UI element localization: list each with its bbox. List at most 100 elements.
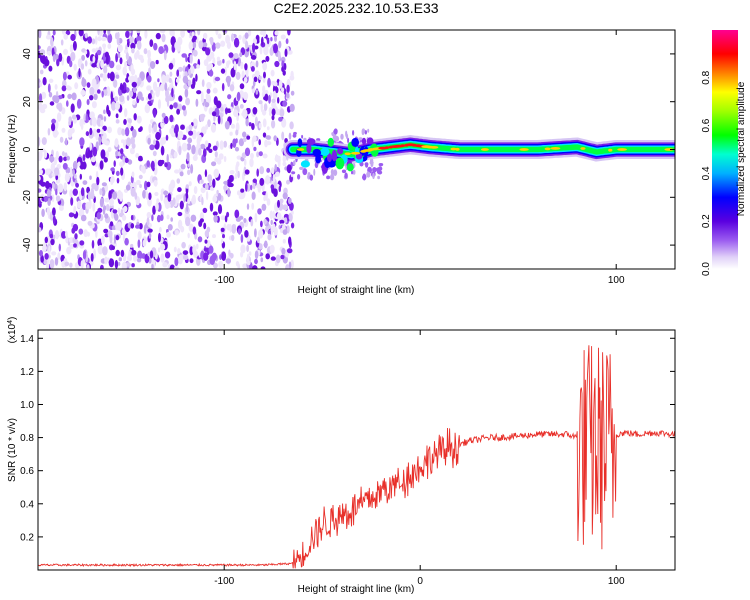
noise-speckle xyxy=(42,243,47,253)
noise-speckle xyxy=(103,109,106,115)
noise-speckle xyxy=(61,30,66,35)
noise-speckle xyxy=(87,68,92,75)
noise-speckle xyxy=(279,198,284,204)
noise-speckle xyxy=(160,122,165,129)
noise-speckle xyxy=(290,222,295,229)
noise-speckle xyxy=(277,199,280,208)
noise-speckle xyxy=(233,37,240,48)
noise-speckle xyxy=(62,162,68,170)
noise-speckle xyxy=(230,33,235,42)
noise-speckle xyxy=(139,126,143,132)
noise-speckle xyxy=(65,137,68,146)
noise-speckle xyxy=(245,118,249,127)
figure-title: C2E2.2025.232.10.53.E33 xyxy=(273,0,438,16)
noise-speckle xyxy=(235,71,241,80)
noise-speckle xyxy=(266,141,272,146)
noise-speckle xyxy=(269,244,275,254)
noise-speckle xyxy=(288,132,292,140)
noise-speckle xyxy=(177,36,183,46)
signal-hotspot xyxy=(384,146,390,150)
noise-speckle xyxy=(216,56,221,62)
noise-speckle xyxy=(230,142,233,149)
noise-speckle xyxy=(159,243,166,251)
noise-speckle xyxy=(96,176,100,186)
noise-speckle xyxy=(186,202,189,213)
snr-y-tick-label: 0.4 xyxy=(20,499,34,510)
noise-speckle xyxy=(147,228,153,233)
noise-speckle xyxy=(162,262,168,268)
noise-speckle xyxy=(80,122,84,130)
noise-speckle xyxy=(161,74,167,84)
noise-speckle xyxy=(252,178,257,183)
signal-hotspot xyxy=(544,147,551,151)
noise-speckle xyxy=(121,128,126,136)
noise-speckle xyxy=(155,202,159,212)
noise-speckle xyxy=(270,69,275,77)
spectrogram-xlabel: Height of straight line (km) xyxy=(298,285,415,296)
colorbar-tick-label: 0.2 xyxy=(701,214,712,228)
noise-speckle xyxy=(262,30,267,38)
noise-speckle xyxy=(107,33,113,44)
noise-speckle xyxy=(131,47,135,54)
noise-speckle xyxy=(203,32,208,40)
transition-speckle xyxy=(362,173,367,181)
noise-speckle xyxy=(173,102,178,109)
noise-speckle xyxy=(173,266,180,269)
noise-speckle xyxy=(107,30,111,36)
noise-speckle xyxy=(101,129,104,135)
noise-speckle xyxy=(149,250,154,259)
noise-speckle xyxy=(204,239,208,244)
spectrogram-ylabel: Frequency (Hz) xyxy=(7,115,18,184)
noise-speckle xyxy=(257,208,262,215)
noise-speckle xyxy=(266,198,271,206)
noise-speckle xyxy=(209,180,212,187)
signal-blob xyxy=(355,153,363,160)
noise-speckle xyxy=(79,137,85,147)
noise-speckle xyxy=(163,115,169,125)
noise-speckle xyxy=(181,241,186,249)
noise-speckle xyxy=(135,152,140,159)
noise-speckle xyxy=(58,243,61,252)
noise-speckle xyxy=(253,146,257,152)
noise-speckle xyxy=(48,91,53,98)
noise-speckle xyxy=(76,98,82,109)
noise-speckle xyxy=(160,137,164,147)
noise-speckle xyxy=(146,181,151,188)
noise-speckle xyxy=(231,234,235,242)
noise-speckle xyxy=(92,55,96,63)
noise-speckle xyxy=(173,151,178,159)
noise-speckle xyxy=(56,112,62,122)
noise-speckle xyxy=(273,81,278,87)
noise-speckle xyxy=(212,87,218,94)
noise-speckle xyxy=(209,255,216,266)
transition-speckle xyxy=(351,170,354,175)
noise-speckle xyxy=(207,119,211,128)
noise-speckle xyxy=(233,109,239,117)
noise-speckle xyxy=(45,180,50,190)
noise-speckle xyxy=(229,131,233,136)
noise-speckle xyxy=(192,49,198,57)
noise-speckle xyxy=(97,89,101,94)
noise-speckle xyxy=(282,161,287,167)
noise-speckle xyxy=(147,137,151,145)
noise-speckle xyxy=(38,45,41,50)
noise-speckle xyxy=(120,148,124,155)
noise-speckle xyxy=(92,202,96,212)
noise-speckles xyxy=(38,30,295,269)
noise-speckle xyxy=(44,59,50,67)
noise-speckle xyxy=(268,94,271,104)
noise-speckle xyxy=(160,214,164,221)
noise-speckle xyxy=(68,212,74,218)
noise-speckle xyxy=(58,102,63,112)
noise-speckle xyxy=(270,37,273,42)
noise-speckle xyxy=(267,229,271,235)
noise-speckle xyxy=(47,83,51,93)
noise-speckle xyxy=(72,168,76,177)
noise-speckle xyxy=(96,128,101,133)
noise-speckle xyxy=(122,232,126,242)
noise-speckle xyxy=(48,245,51,256)
noise-speckle xyxy=(272,173,276,183)
noise-speckle xyxy=(170,217,173,222)
noise-speckle xyxy=(227,178,232,188)
noise-speckle xyxy=(61,151,65,157)
